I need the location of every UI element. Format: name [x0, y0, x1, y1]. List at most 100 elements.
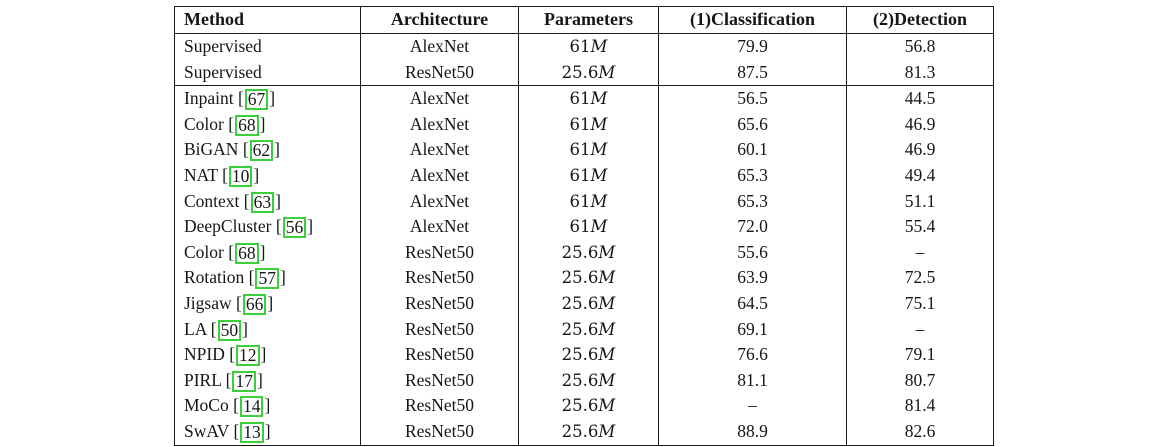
method-cell: PIRL [17]: [174, 367, 361, 394]
detection-cell: 51.1: [846, 188, 994, 215]
detection-cell: 81.3: [846, 59, 994, 86]
method-cell: Supervised: [174, 59, 361, 86]
column-header-parameters: Parameters: [518, 6, 659, 34]
header-row: Method Architecture Parameters (1)Classi…: [174, 6, 994, 34]
detection-cell: 75.1: [846, 290, 994, 317]
parameters-cell: 61M: [518, 162, 659, 189]
method-name: Supervised: [184, 36, 262, 56]
architecture-cell: ResNet50: [360, 265, 519, 291]
parameters-cell: 61M: [518, 188, 659, 215]
method-name: Rotation: [184, 267, 245, 288]
column-header-detection: (2)Detection: [846, 6, 994, 34]
parameters-cell: 25.6M: [518, 265, 659, 291]
parameters-cell: 61M: [518, 137, 659, 163]
parameters-value: 25.6: [561, 62, 599, 82]
parameters-cell: 25.6M: [518, 316, 659, 343]
citation-link[interactable]: 56: [282, 217, 307, 239]
detection-cell: –: [846, 239, 994, 266]
parameters-value: 61: [569, 114, 591, 134]
citation-link[interactable]: 17: [232, 370, 256, 392]
detection-cell: 46.9: [846, 111, 994, 138]
parameters-unit: M: [590, 37, 608, 56]
detection-cell: 80.7: [846, 367, 994, 394]
table-row: Color [68] ResNet50 25.6M 55.6–: [174, 239, 994, 266]
parameters-unit: M: [598, 421, 616, 441]
architecture-cell: ResNet50: [360, 239, 519, 266]
method-cell: Context [63]: [174, 188, 361, 215]
table-row: Jigsaw [66] ResNet50 25.6M 64.5 75.1: [174, 290, 994, 317]
detection-cell: 46.9: [846, 137, 994, 163]
parameters-cell: 25.6M: [518, 418, 659, 445]
citation-link[interactable]: 14: [239, 396, 264, 418]
method-cell: MoCo [14]: [174, 393, 361, 419]
parameters-unit: M: [598, 242, 616, 262]
method-name: MoCo: [184, 395, 229, 416]
method-cell: NAT [10]: [174, 162, 361, 189]
parameters-value: 25.6: [561, 345, 599, 365]
citation-link[interactable]: 68: [235, 242, 259, 264]
parameters-cell: 61M: [518, 33, 659, 60]
method-cell: SwAV [13]: [174, 418, 361, 445]
classification-cell: 65.3: [658, 188, 847, 215]
parameters-unit: M: [598, 268, 616, 288]
method-name: Jigsaw: [184, 292, 232, 313]
classification-cell: –: [658, 393, 847, 419]
parameters-cell: 61M: [518, 214, 659, 240]
table-row: DeepCluster [56] AlexNet 61M 72.0 55.4: [174, 214, 994, 240]
classification-cell: 81.1: [658, 367, 847, 394]
parameters-cell: 25.6M: [518, 367, 659, 394]
detection-cell: 44.5: [846, 85, 994, 112]
table-row: Supervised ResNet50 25.6M 87.5 81.3: [174, 59, 994, 86]
table-row: Rotation [57] ResNet50 25.6M 63.9 72.5: [174, 265, 994, 291]
table-body: Supervised AlexNet 61M 79.9 56.8 Supervised Re…: [174, 33, 994, 445]
citation-link[interactable]: 13: [240, 421, 264, 443]
classification-cell: 76.6: [658, 342, 847, 368]
parameters-value: 25.6: [561, 242, 599, 262]
architecture-cell: ResNet50: [360, 393, 519, 419]
classification-cell: 88.9: [658, 418, 847, 445]
table-row: NAT [10] AlexNet 61M 65.3 49.4: [174, 162, 994, 189]
parameters-unit: M: [590, 165, 608, 185]
parameters-unit: M: [598, 319, 616, 339]
parameters-value: 61: [569, 37, 591, 56]
citation-link[interactable]: 62: [249, 140, 274, 162]
parameters-cell: 25.6M: [518, 290, 659, 317]
citation-link[interactable]: 67: [244, 89, 269, 111]
method-cell: Rotation [57]: [174, 265, 361, 291]
citation-link[interactable]: 63: [250, 191, 275, 213]
citation-link[interactable]: 10: [228, 165, 253, 187]
citation-link[interactable]: 66: [242, 293, 267, 315]
classification-cell: 65.6: [658, 111, 847, 138]
method-name: SwAV: [184, 420, 230, 441]
citation-link[interactable]: 12: [236, 345, 260, 367]
parameters-cell: 25.6M: [518, 393, 659, 419]
architecture-cell: AlexNet: [360, 111, 519, 138]
parameters-unit: M: [598, 62, 616, 82]
detection-cell: 55.4: [846, 214, 994, 240]
classification-cell: 64.5: [658, 290, 847, 317]
detection-cell: 49.4: [846, 162, 994, 189]
detection-cell: 56.8: [846, 33, 994, 60]
table-row: SwAV [13] ResNet50 25.6M 88.9 82.6: [174, 418, 994, 445]
architecture-cell: ResNet50: [360, 290, 519, 317]
parameters-unit: M: [590, 89, 608, 109]
parameters-unit: M: [590, 114, 608, 134]
architecture-cell: ResNet50: [360, 342, 519, 368]
classification-cell: 72.0: [658, 214, 847, 240]
citation-link[interactable]: 68: [235, 114, 259, 136]
detection-cell: –: [846, 316, 994, 343]
method-cell: BiGAN [62]: [174, 137, 361, 163]
parameters-unit: M: [590, 140, 608, 160]
method-name: PIRL: [184, 369, 222, 390]
citation-link[interactable]: 50: [217, 319, 242, 341]
citation-link[interactable]: 57: [255, 268, 279, 290]
table-row: PIRL [17] ResNet50 25.6M 81.1 80.7: [174, 367, 994, 394]
parameters-value: 25.6: [561, 268, 599, 288]
classification-cell: 60.1: [658, 137, 847, 163]
parameters-value: 61: [569, 191, 591, 211]
classification-cell: 56.5: [658, 85, 847, 112]
column-header-classification: (1)Classification: [658, 6, 847, 34]
column-header-architecture: Architecture: [360, 6, 519, 34]
parameters-cell: 25.6M: [518, 59, 659, 86]
